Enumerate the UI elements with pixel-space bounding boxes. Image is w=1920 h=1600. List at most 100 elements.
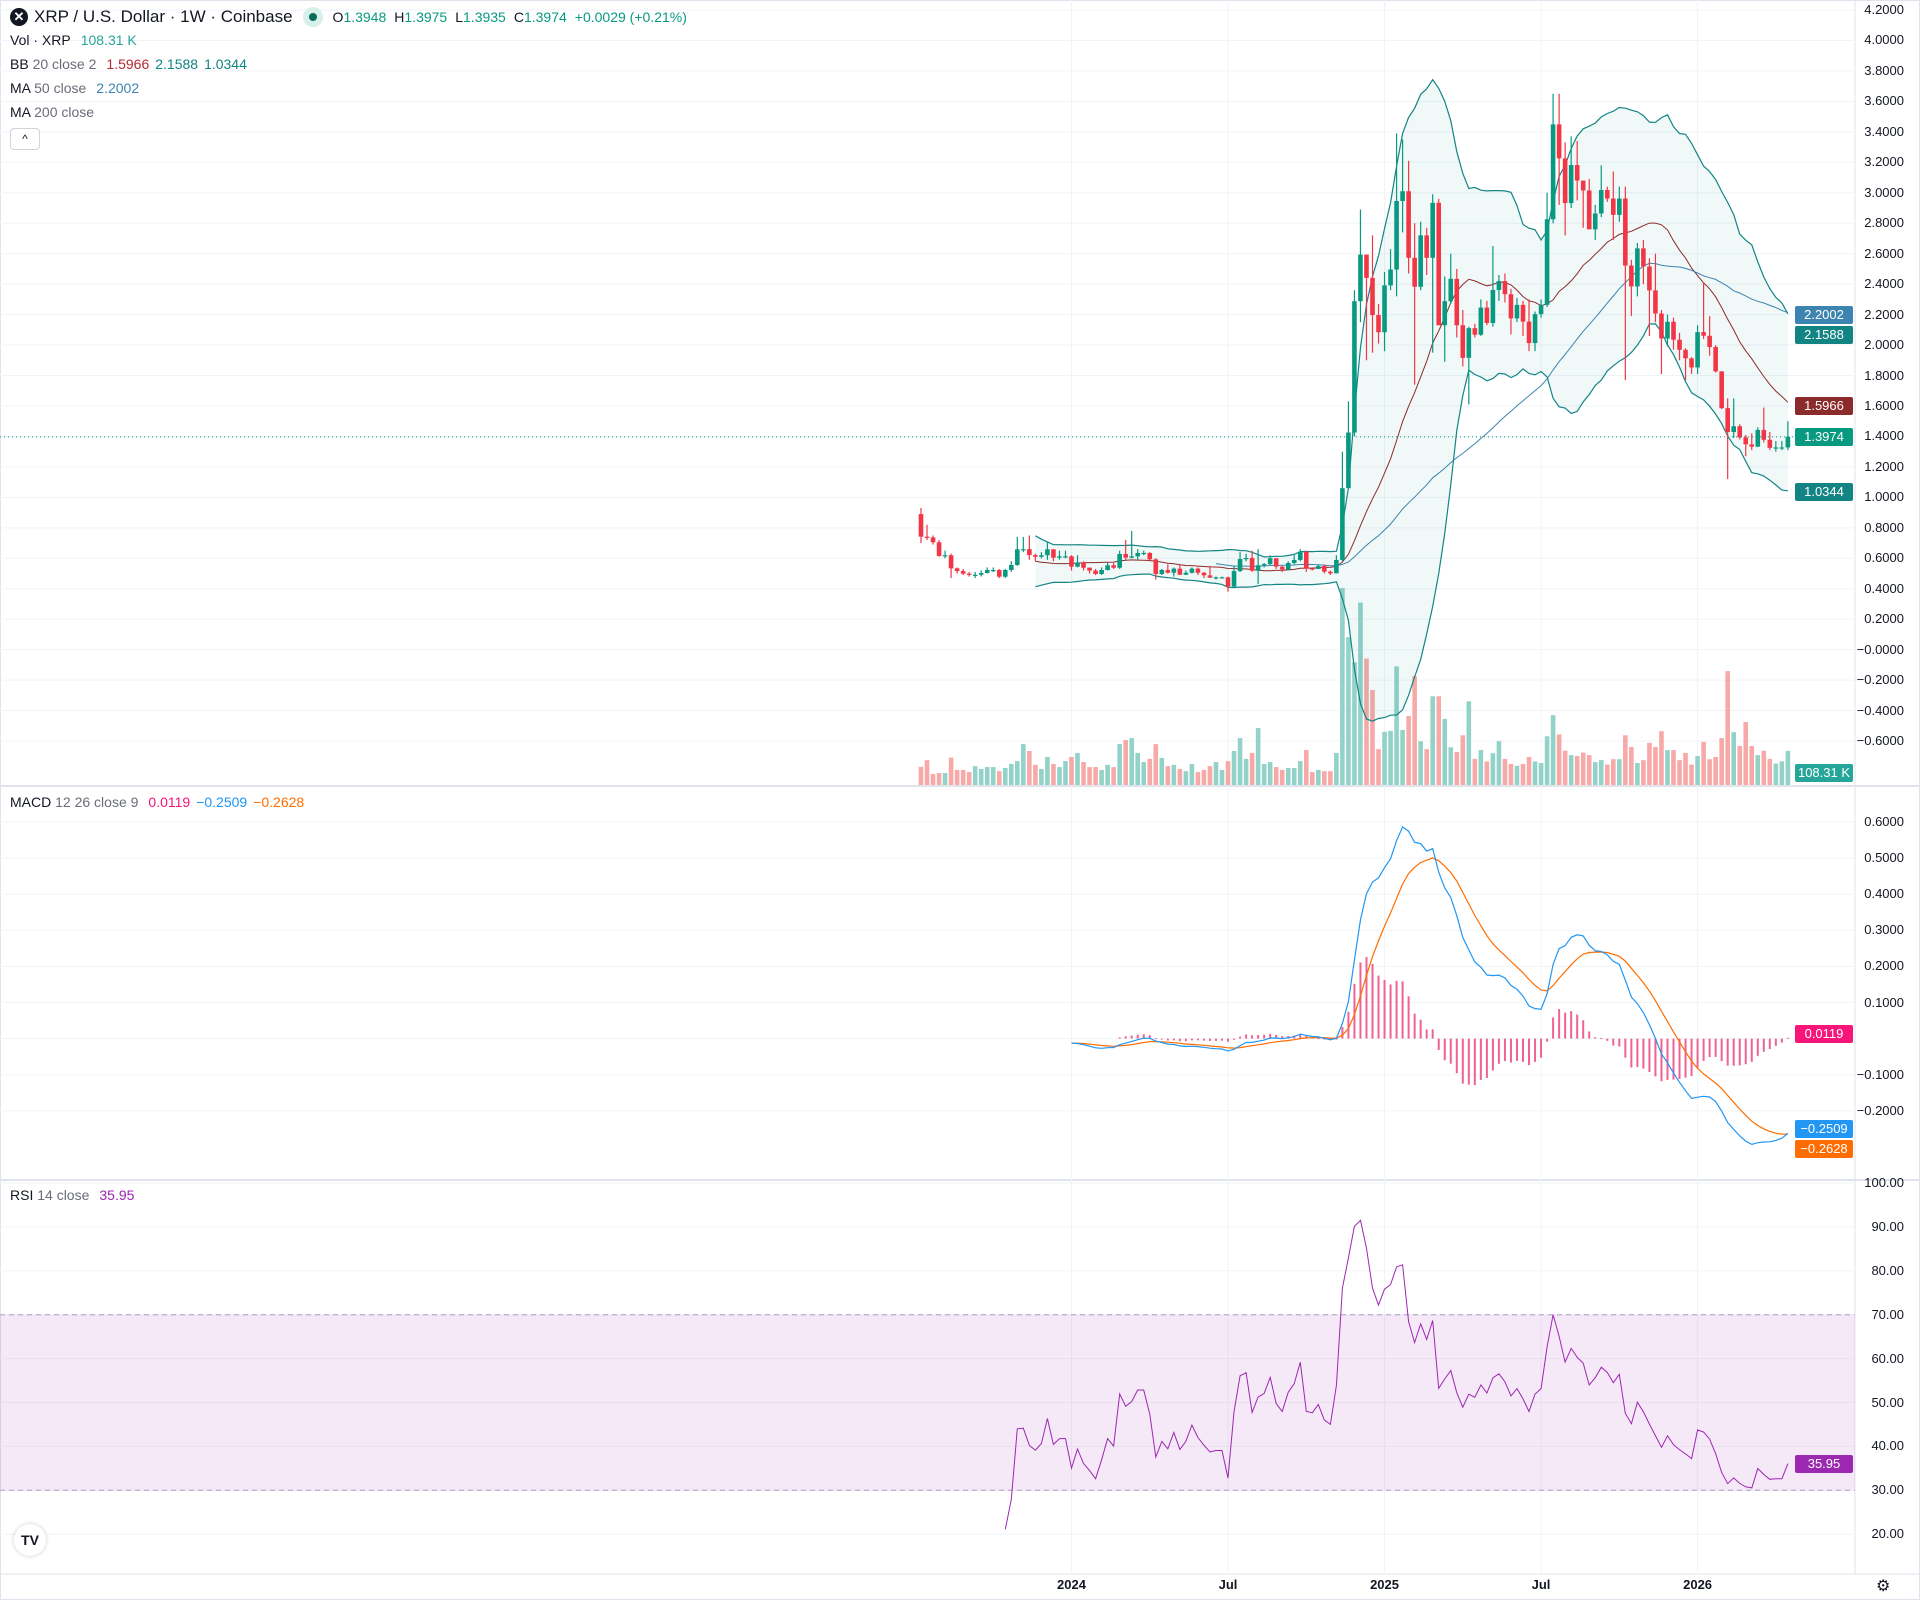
macd-histogram-bar (1708, 1038, 1711, 1058)
price-axis-tick: 1.0000 (1864, 489, 1904, 505)
rsi-axis-tick: 60.00 (1871, 1350, 1904, 1366)
candle-body (1773, 447, 1779, 449)
volume-bar (1340, 588, 1345, 785)
volume-bar (1045, 757, 1050, 785)
macd-histogram-bar (1714, 1038, 1717, 1057)
symbol-title[interactable]: XRP / U.S. Dollar · 1W · Coinbase (34, 7, 293, 26)
macd-histogram-bar (1365, 956, 1368, 1039)
macd-histogram-bar (1738, 1038, 1741, 1066)
candle-body (1725, 408, 1730, 433)
price-axis-tick: 0.8000 (1864, 519, 1904, 535)
candle-body (1243, 557, 1249, 560)
volume-bar (1087, 767, 1092, 785)
candle-body (1568, 165, 1574, 204)
candle-body (1611, 198, 1616, 215)
price-axis-tick: 1.2000 (1864, 458, 1904, 474)
ma50-legend-name: MA (10, 80, 31, 96)
macd-histogram-bar (1732, 1038, 1735, 1066)
price-badge: 1.0344 (1795, 483, 1853, 502)
macd-histogram-bar (1774, 1038, 1777, 1046)
candle-body (1063, 556, 1068, 558)
candle-body (942, 555, 948, 557)
candle-body (1598, 190, 1604, 214)
candle-body (1472, 328, 1478, 335)
candle-body (1340, 488, 1345, 560)
macd-histogram-bar (1148, 1035, 1151, 1039)
candle-body (1424, 235, 1429, 258)
macd-histogram-bar (1269, 1033, 1272, 1039)
volume-bar (1334, 752, 1339, 785)
bb-legend-name: BB (10, 56, 29, 72)
macd-histogram-bar (1582, 1020, 1585, 1039)
candle-body (1448, 278, 1454, 302)
macd-histogram-bar (1720, 1038, 1723, 1062)
volume-bar (1598, 760, 1604, 785)
macd-histogram-bar (1786, 1037, 1789, 1039)
collapse-legend-button[interactable]: ^ (10, 128, 40, 150)
volume-legend[interactable]: Vol · XRP 108.31 K (10, 32, 137, 48)
rsi-axis-tick: 50.00 (1871, 1394, 1904, 1410)
candle-body (1057, 556, 1062, 558)
volume-bar (1027, 751, 1032, 785)
candle-body (1009, 564, 1014, 571)
bb-basis-line (1035, 222, 1789, 572)
ohlc-values: O1.3948 H1.3975 L1.3935 C1.3974 +0.0029 … (333, 9, 687, 25)
volume-bar (996, 771, 1002, 785)
macd-histogram-bar (1570, 1011, 1573, 1039)
bb-legend[interactable]: BB 20 close 2 1.5966 2.1588 1.0344 (10, 56, 247, 72)
ma200-legend[interactable]: MA 200 close (10, 104, 94, 120)
price-axis-tick: 0.4000 (1864, 580, 1904, 596)
macd-histogram-bar (1461, 1038, 1464, 1084)
macd-histogram-bar (1696, 1038, 1699, 1068)
rsi-legend[interactable]: RSI 14 close 35.95 (10, 1187, 134, 1203)
candle-body (1653, 290, 1658, 314)
candle-body (1279, 566, 1285, 570)
candle-body (1635, 248, 1640, 287)
candle-body (1454, 278, 1460, 326)
price-axis-tick: 3.4000 (1864, 123, 1904, 139)
candle-body (1689, 358, 1694, 368)
bb-legend-params: 20 close 2 (32, 56, 97, 72)
macd-axis-tick: −0.1000 (1856, 1066, 1904, 1082)
volume-bar (1562, 750, 1568, 785)
macd-histogram-bar (1750, 1038, 1753, 1062)
macd-legend[interactable]: MACD 12 26 close 9 0.0119 −0.2509 −0.262… (10, 794, 304, 810)
volume-bar (1219, 769, 1225, 785)
candle-body (1406, 191, 1411, 258)
macd-histogram-bar (1576, 1014, 1579, 1039)
candle-body (1520, 304, 1526, 322)
macd-histogram-bar (1479, 1038, 1482, 1080)
candle-body (1496, 281, 1502, 290)
candle-body (1641, 248, 1646, 267)
volume-bar (1785, 750, 1791, 785)
volume-bar (1249, 752, 1255, 785)
gear-icon[interactable]: ⚙ (1876, 1578, 1891, 1595)
volume-bar (1629, 746, 1634, 785)
volume-bar (1749, 745, 1755, 785)
macd-histogram-bar (1437, 1038, 1440, 1050)
ma50-legend[interactable]: MA 50 close 2.2002 (10, 80, 139, 96)
candle-body (1388, 269, 1393, 286)
tradingview-logo[interactable]: TV (14, 1524, 46, 1556)
macd-histogram-bar (1503, 1038, 1506, 1061)
volume-bar (1695, 756, 1700, 785)
volume-bar (1195, 772, 1201, 785)
macd-histogram-bar (1425, 1029, 1428, 1039)
macd-histogram-bar (1744, 1038, 1747, 1065)
volume-bar (1779, 761, 1785, 785)
candle-body (918, 514, 924, 537)
macd-axis-tick: 0.5000 (1864, 850, 1904, 866)
candle-body (1195, 568, 1201, 573)
volume-bar (1099, 769, 1104, 785)
macd-histogram-bar (1515, 1038, 1518, 1061)
macd-histogram-bar (1660, 1038, 1663, 1082)
macd-histogram-bar (1612, 1038, 1615, 1046)
macd-hist-value: 0.0119 (148, 794, 191, 810)
candle-body (1478, 307, 1484, 335)
volume-bar (1243, 758, 1249, 785)
symbol-legend[interactable]: ✕ XRP / U.S. Dollar · 1W · Coinbase O1.3… (10, 4, 687, 30)
volume-bar (1683, 752, 1688, 785)
macd-histogram-bar (1449, 1038, 1452, 1064)
candle-body (1400, 191, 1405, 201)
